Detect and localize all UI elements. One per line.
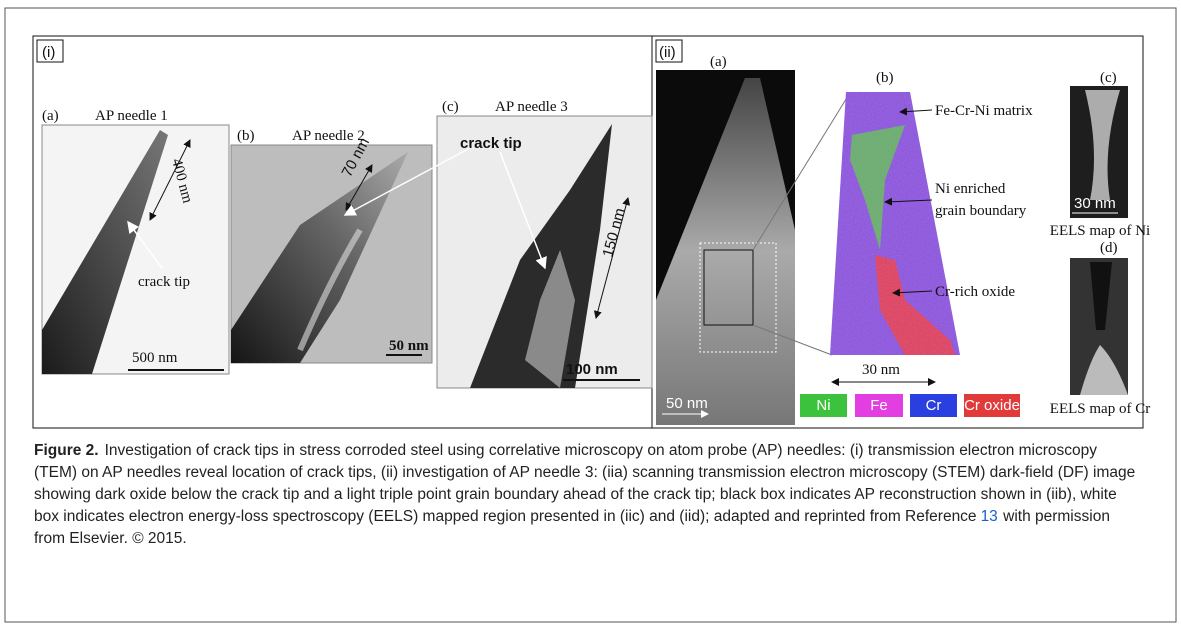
subpanel-letter: (b) — [876, 70, 894, 86]
annotation: crack tip — [460, 135, 522, 152]
scale-bar-label: 50 nm — [666, 395, 708, 412]
panel-label: (ii) — [659, 44, 676, 61]
subpanel-title: AP needle 3 — [495, 99, 568, 115]
caption: Figure 2.Investigation of crack tips in … — [34, 440, 1144, 550]
scale-bar-label: 30 nm — [1074, 195, 1116, 212]
page: {"panel_i": {"label": "(i)", "a": {"lett… — [0, 0, 1181, 630]
texture — [830, 92, 960, 355]
scale-bar-label: 30 nm — [862, 362, 900, 378]
subpanel-letter: (b) — [237, 128, 255, 144]
scale-bar-label: 100 nm — [566, 361, 618, 378]
caption-text: Investigation of crack tips in stress co… — [34, 442, 1135, 525]
subpanel-letter: (a) — [42, 108, 59, 124]
subpanel-letter: (c) — [442, 99, 459, 115]
panel-label: (i) — [42, 44, 55, 61]
subpanel-title: AP needle 1 — [95, 108, 168, 124]
caption-label: Figure 2. — [34, 442, 99, 459]
annotation: Fe-Cr-Ni matrix — [935, 103, 1033, 119]
image-caption: EELS map of Cr — [1050, 401, 1150, 417]
legend: Ni Fe Cr Cr oxide — [800, 394, 1020, 417]
scale-bar-label: 50 nm — [389, 338, 429, 354]
annotation: Cr-rich oxide — [935, 284, 1015, 300]
annotation: grain boundary — [935, 203, 1027, 219]
legend-label: Fe — [870, 397, 888, 414]
subpanel-letter: (a) — [710, 54, 727, 70]
annotation: crack tip — [138, 274, 190, 290]
legend-label: Cr — [926, 397, 942, 414]
legend-label: Ni — [816, 397, 830, 414]
annotation: Ni enriched — [935, 181, 1006, 197]
image-caption: EELS map of Ni — [1050, 223, 1150, 239]
subpanel-letter: (d) — [1100, 240, 1118, 256]
scale-bar-label: 500 nm — [132, 350, 178, 366]
subpanel-letter: (c) — [1100, 70, 1117, 86]
reference-link[interactable]: 13 — [981, 508, 998, 525]
legend-label: Cr oxide — [964, 397, 1020, 414]
